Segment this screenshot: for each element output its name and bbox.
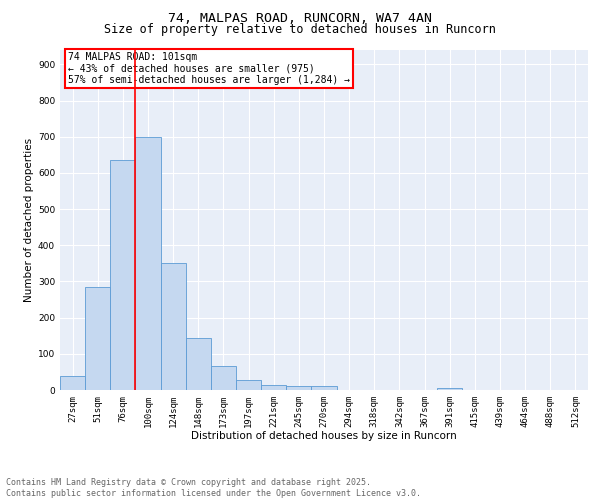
Text: 74, MALPAS ROAD, RUNCORN, WA7 4AN: 74, MALPAS ROAD, RUNCORN, WA7 4AN: [168, 12, 432, 26]
Bar: [261, 384, 286, 390]
Bar: [437, 388, 462, 390]
Text: Contains HM Land Registry data © Crown copyright and database right 2025.
Contai: Contains HM Land Registry data © Crown c…: [6, 478, 421, 498]
Bar: [211, 366, 236, 390]
Text: 74 MALPAS ROAD: 101sqm
← 43% of detached houses are smaller (975)
57% of semi-de: 74 MALPAS ROAD: 101sqm ← 43% of detached…: [68, 52, 350, 85]
Bar: [186, 338, 211, 390]
Bar: [161, 264, 186, 390]
Bar: [110, 160, 136, 390]
Bar: [60, 376, 85, 390]
Text: Size of property relative to detached houses in Runcorn: Size of property relative to detached ho…: [104, 22, 496, 36]
Y-axis label: Number of detached properties: Number of detached properties: [24, 138, 34, 302]
Bar: [85, 287, 110, 390]
Bar: [136, 137, 161, 390]
Bar: [286, 386, 311, 390]
X-axis label: Distribution of detached houses by size in Runcorn: Distribution of detached houses by size …: [191, 432, 457, 442]
Bar: [236, 380, 261, 390]
Bar: [311, 386, 337, 390]
